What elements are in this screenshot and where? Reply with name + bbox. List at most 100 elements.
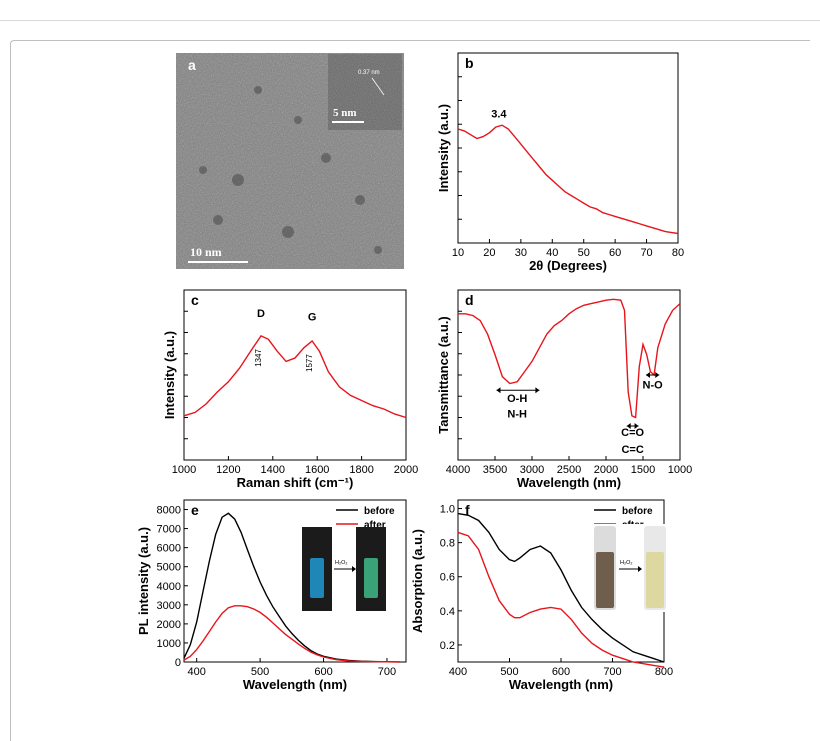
x-tick-label-d: 2500 <box>557 464 581 476</box>
annotation-c: D <box>257 308 265 320</box>
figure-canvas: 0.37 nm 5 nm 10 nm a 10 20 30 40 50 60 70 80 2θ … <box>136 52 692 692</box>
legend-label-e-before: before <box>364 506 395 517</box>
x-tick-label-c: 2000 <box>394 464 418 476</box>
band-arrow-oh-head-l <box>496 387 501 394</box>
lattice-marker <box>371 77 385 96</box>
reaction-arrowhead-f <box>638 566 642 572</box>
x-tick-label-b: 40 <box>546 247 558 259</box>
tem-inset-grain <box>328 54 402 130</box>
x-tick-label-b: 20 <box>483 247 495 259</box>
x-tick-label-e: 400 <box>188 666 206 678</box>
y-tick-label-e: 8000 <box>157 505 181 517</box>
figure: 0.37 nm 5 nm 10 nm a 10 20 30 40 50 60 70 80 2θ … <box>128 50 698 698</box>
x-tick-label-c: 1800 <box>349 464 373 476</box>
x-tick-label-f: 500 <box>500 666 518 678</box>
charts: 10 20 30 40 50 60 70 80 2θ (Degrees) Intensity (a… <box>136 52 692 692</box>
chart-panel-d: 4000 3500 3000 2500 2000 1500 1000 Wavelength (… <box>436 289 692 490</box>
x-tick-label-d: 3000 <box>520 464 544 476</box>
band-arrow-no-head-r <box>655 372 660 378</box>
x-tick-label-e: 500 <box>251 666 269 678</box>
y-axis-label-c: Intensity (a.u.) <box>162 331 177 419</box>
vial-after-solution <box>646 552 664 608</box>
series-line-f-after <box>457 531 665 668</box>
annotation-c: G <box>308 312 317 324</box>
x-axis-label-b: 2θ (Degrees) <box>529 258 607 273</box>
tem-dots <box>199 86 382 254</box>
series-line-d-d <box>458 298 681 419</box>
x-tick-label-f: 400 <box>449 666 467 678</box>
x-tick-label-c: 1400 <box>261 464 285 476</box>
series-line-b-b <box>457 124 679 235</box>
page-top-rule <box>0 0 820 21</box>
band-arrow-co-head-r <box>634 423 639 429</box>
x-tick-label-b: 50 <box>578 247 590 259</box>
y-axis-label-d: Tansmittance (a.u.) <box>436 316 451 434</box>
lattice-label: 0.37 nm <box>358 70 380 76</box>
x-axis-label-e: Wavelength (nm) <box>243 677 347 692</box>
x-tick-label-c: 1600 <box>305 464 329 476</box>
y-tick-label-e: 4000 <box>157 581 181 593</box>
y-tick-label-f: 0.2 <box>440 640 455 652</box>
x-tick-label-b: 80 <box>672 247 684 259</box>
y-tick-label-e: 1000 <box>157 638 181 650</box>
band-arrow-no-head-l <box>645 372 650 378</box>
y-tick-label-e: 5000 <box>157 562 181 574</box>
x-tick-label-d: 4000 <box>446 464 470 476</box>
annotation-d: C=O <box>621 427 644 439</box>
series-line-e-after <box>183 605 400 663</box>
reaction-arrowhead <box>352 566 356 572</box>
x-tick-label-e: 700 <box>378 666 396 678</box>
panel-letter-f: f <box>465 502 470 518</box>
x-tick-label-d: 3500 <box>483 464 507 476</box>
y-tick-label-e: 0 <box>175 657 181 669</box>
vial-before-liquid <box>310 558 324 598</box>
x-tick-label-f: 700 <box>603 666 621 678</box>
y-tick-label-f: 0.4 <box>440 606 455 618</box>
plot-frame-b <box>457 52 679 244</box>
y-tick-label-e: 7000 <box>157 524 181 536</box>
annotation-d: C=C <box>621 444 643 456</box>
x-tick-label-c: 1200 <box>216 464 240 476</box>
y-axis-label-b: Intensity (a.u.) <box>436 104 451 192</box>
panel-letter-a: a <box>188 57 196 73</box>
panel-letter-c: c <box>191 292 199 308</box>
chart-panel-c: 1000 1200 1400 1600 1800 2000 Raman shift (cm⁻… <box>162 289 418 490</box>
panel-e-inset-photo: H₂O₂ <box>302 527 386 611</box>
annotation-d: N-H <box>507 409 527 421</box>
main-scale-label: 10 nm <box>190 245 222 259</box>
y-tick-label-f: 0.6 <box>440 572 455 584</box>
reagent-label-f: H₂O₂ <box>620 560 633 566</box>
inset-scale-label: 5 nm <box>333 107 357 119</box>
legend-label-e-after: after <box>364 520 386 531</box>
x-tick-label-f: 800 <box>655 666 673 678</box>
x-axis-label-c: Raman shift (cm⁻¹) <box>237 475 354 490</box>
annotation-b: 3.4 <box>491 109 507 121</box>
reagent-label-e: H₂O₂ <box>335 560 348 566</box>
y-tick-label-f: 1.0 <box>440 504 455 516</box>
x-tick-label-d: 1500 <box>631 464 655 476</box>
card-frame <box>10 40 810 741</box>
annotation-d: O-H <box>507 393 527 405</box>
x-axis-label-f: Wavelength (nm) <box>509 677 613 692</box>
vial-before-solution <box>596 552 614 608</box>
band-arrow-co-head-l <box>626 423 631 429</box>
panel-letter-e: e <box>191 502 199 518</box>
panel-f-inset-photo: H₂O₂ <box>592 524 672 612</box>
series-line-c-c <box>183 335 407 419</box>
x-tick-label-b: 70 <box>640 247 652 259</box>
chart-panel-b: 10 20 30 40 50 60 70 80 2θ (Degrees) Intensity (a… <box>436 52 684 273</box>
x-tick-label-d: 1000 <box>668 464 692 476</box>
annotation-c: 1347 <box>254 349 263 367</box>
y-tick-label-f: 0.8 <box>440 538 455 550</box>
band-arrow-oh-head-r <box>535 387 540 394</box>
y-axis-label-e: PL intensity (a.u.) <box>136 527 151 635</box>
vial-after-liquid <box>364 558 378 598</box>
x-tick-label-f: 600 <box>552 666 570 678</box>
panel-letter-d: d <box>465 292 474 308</box>
chart-panel-e: 400 500 600 7000100020003000400050006000700… <box>136 499 407 692</box>
y-tick-label-e: 3000 <box>157 600 181 612</box>
plot-frame-c <box>183 289 407 461</box>
x-tick-label-c: 1000 <box>172 464 196 476</box>
y-axis-label-f: Absorption (a.u.) <box>410 529 425 633</box>
annotation-d: N-O <box>643 380 664 392</box>
